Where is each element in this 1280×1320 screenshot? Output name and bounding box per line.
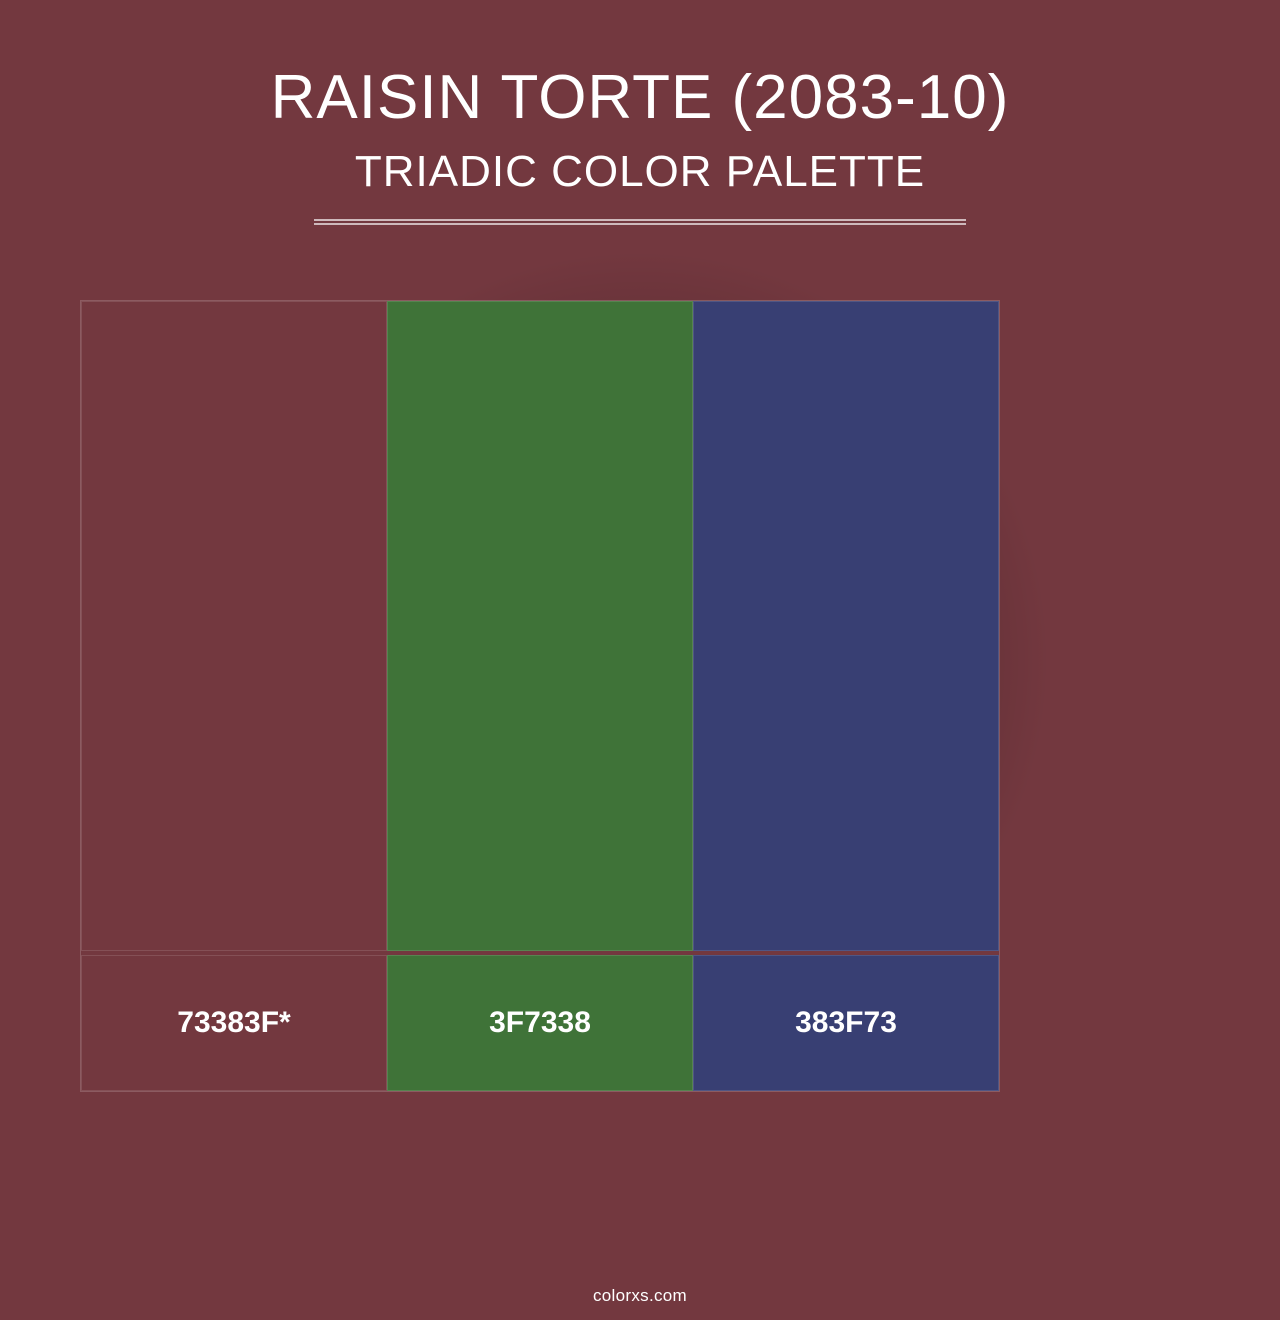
swatch-label-3: 383F73 (693, 955, 999, 1091)
swatch-label-text-1: 73383F* (177, 1006, 290, 1040)
title-divider (314, 219, 966, 225)
page-subtitle: Triadic Color Palette (0, 147, 1280, 197)
swatch-label-1: 73383F* (81, 955, 387, 1091)
swatch-label-text-3: 383F73 (795, 1006, 897, 1040)
swatch-main-2 (387, 301, 693, 951)
swatch-row-main (81, 301, 999, 951)
swatch-label-2: 3F7338 (387, 955, 693, 1091)
swatch-label-text-2: 3F7338 (489, 1006, 591, 1040)
swatch-main-3 (693, 301, 999, 951)
attribution-text: colorxs.com (0, 1286, 1280, 1306)
page-title: Raisin Torte (2083-10) (0, 62, 1280, 133)
color-palette: 73383F* 3F7338 383F73 (80, 300, 1000, 1092)
swatch-main-1 (81, 301, 387, 951)
swatch-row-labels: 73383F* 3F7338 383F73 (81, 955, 999, 1091)
page-root: Raisin Torte (2083-10) Triadic Color Pal… (0, 0, 1280, 1320)
